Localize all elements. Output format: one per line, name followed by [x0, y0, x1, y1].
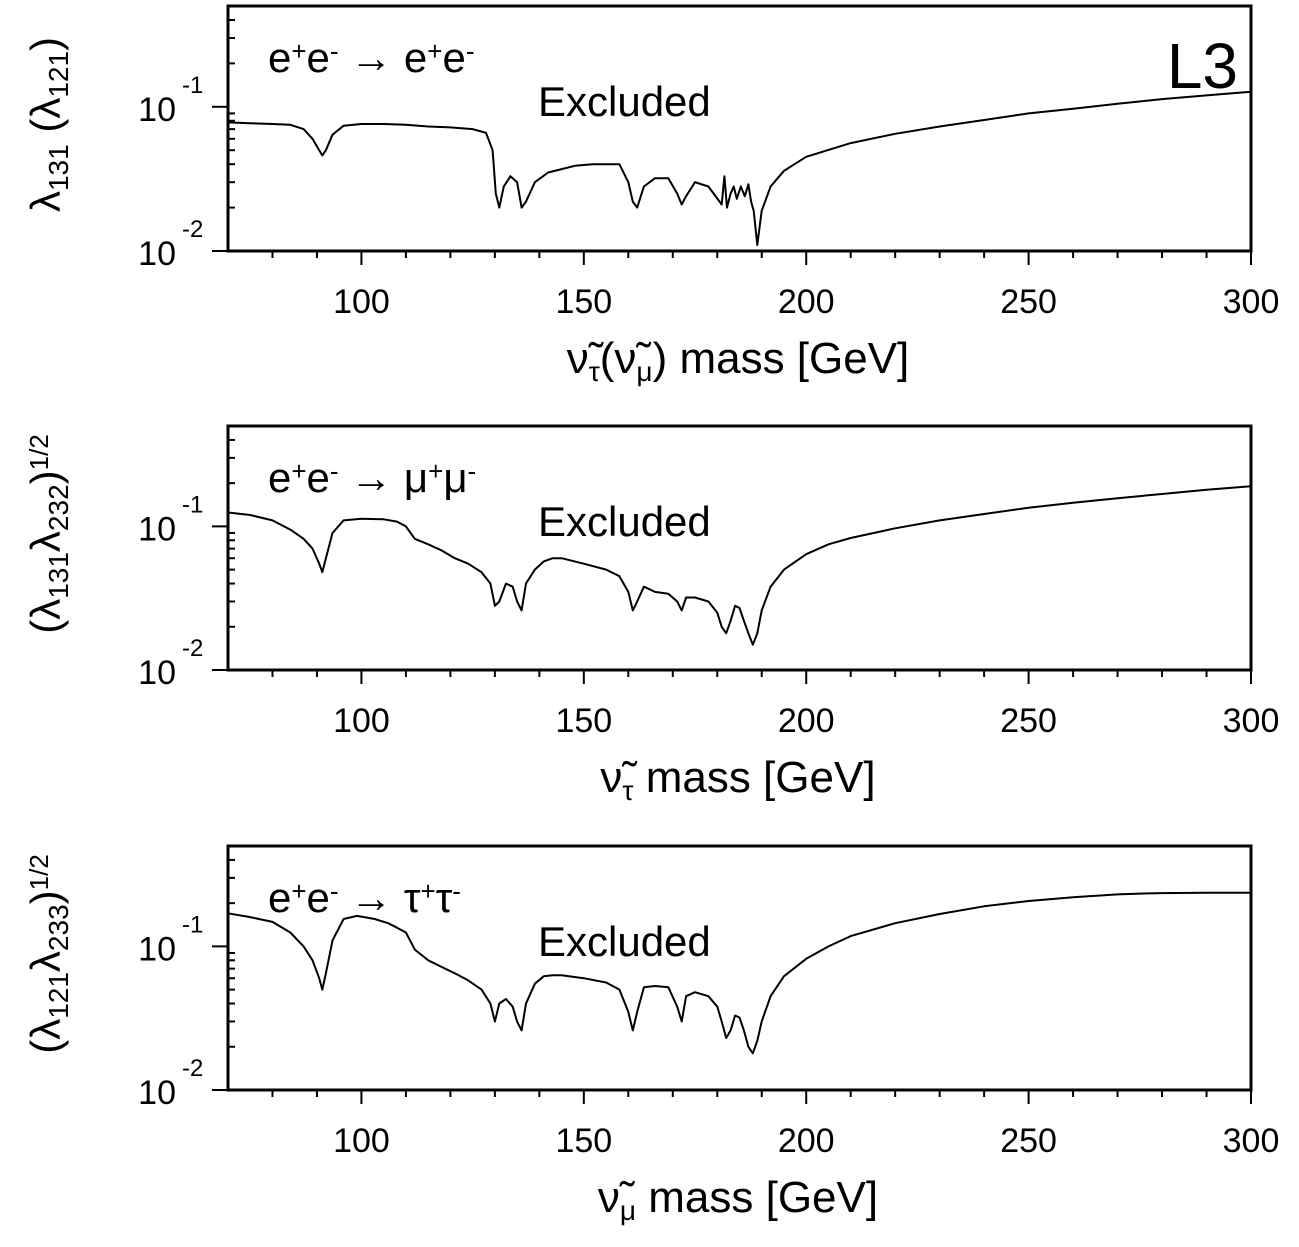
y-axis-label-part-sub: 121 [43, 51, 74, 98]
process-part-sup: + [427, 36, 442, 66]
y-tick-label-exponent: -2 [182, 635, 203, 662]
y-tick-label-exponent: -2 [182, 1055, 203, 1082]
x-axis-label-part-base: mass [GeV] [633, 753, 875, 802]
x-tick-label: 250 [1000, 702, 1057, 740]
process-part-sup: - [330, 456, 339, 486]
y-tick-label-base: 10 [138, 510, 176, 548]
process-part-sup: + [291, 36, 306, 66]
y-axis-label-part-base: (λ [22, 599, 69, 634]
y-axis-label: (λ121λ233)1/2 [22, 854, 74, 1054]
x-axis-label-part-sub: μ [636, 356, 652, 387]
x-axis-label-part-base: mass [GeV] [636, 1173, 878, 1222]
process-label: e+e- → μ+μ- [268, 454, 476, 501]
x-tick-label: 150 [555, 283, 612, 321]
x-tick-label: 100 [333, 283, 390, 321]
x-tick-label: 300 [1223, 1122, 1280, 1160]
y-axis-label-part-sub: 131 [43, 144, 74, 191]
y-axis-label-part-sup: 1/2 [24, 434, 54, 470]
y-axis-label-part-base: ) [22, 37, 69, 51]
y-axis-label: λ131 (λ121) [22, 37, 74, 212]
process-part-base: μ [443, 454, 467, 501]
y-tick-label-base: 10 [138, 930, 176, 968]
process-part-base: e [307, 454, 330, 501]
x-tick-label: 300 [1223, 283, 1280, 321]
y-tick-label-base: 10 [138, 654, 176, 692]
y-axis-label-part-sub: 131 [43, 552, 74, 599]
y-tick-label-exponent: -2 [182, 216, 203, 243]
y-axis-label-part-base: ) [22, 470, 69, 484]
process-part-base: → τ [339, 874, 421, 921]
y-tick-label-exponent: -1 [182, 491, 203, 518]
y-axis-label: (λ131λ232)1/2 [22, 434, 74, 634]
process-part-base: → μ [339, 454, 429, 501]
x-axis-label: ν̃τ mass [GeV] [600, 753, 875, 806]
process-label: e+e- → e+e- [268, 34, 475, 81]
process-part-sup: + [291, 456, 306, 486]
exclusion-limit-curve [227, 90, 1252, 246]
x-tick-label: 200 [778, 1122, 835, 1160]
x-tick-label: 150 [555, 702, 612, 740]
y-tick-label-base: 10 [138, 235, 176, 273]
x-tick-label: 100 [333, 702, 390, 740]
process-part-base: e [307, 34, 330, 81]
y-axis-label-part-base: (λ [22, 98, 69, 145]
y-axis-label-part-base: ) [22, 890, 69, 904]
process-part-base: e [307, 874, 330, 921]
x-axis-label-part-sub: τ [589, 356, 600, 387]
y-tick-label-base: 10 [138, 1074, 176, 1112]
x-tick-label: 150 [555, 1122, 612, 1160]
process-part-base: τ [436, 874, 453, 921]
x-axis-label-part-base: ) mass [GeV] [653, 334, 910, 383]
x-axis-label: ν̃τ(ν̃μ) mass [GeV] [567, 334, 910, 387]
y-axis-label-part-sub: 232 [43, 484, 74, 531]
y-axis-label-part-base: λ [22, 191, 69, 212]
process-part-sup: - [468, 456, 477, 486]
x-tick-label: 200 [778, 283, 835, 321]
x-tick-label: 200 [778, 702, 835, 740]
x-axis-label: ν̃μ mass [GeV] [598, 1173, 878, 1226]
process-part-sup: + [428, 456, 443, 486]
process-part-base: e [268, 454, 291, 501]
exclusion-limit-curve [227, 485, 1252, 646]
y-axis-label-part-base: λ [22, 531, 69, 552]
process-part-sup: - [330, 876, 339, 906]
excluded-region-label: Excluded [538, 78, 711, 125]
exclusion-limit-curve [227, 891, 1251, 1055]
y-tick-label-exponent: -1 [182, 911, 203, 938]
excluded-region-label: Excluded [538, 918, 711, 965]
process-part-base: e [268, 874, 291, 921]
process-label: e+e- → τ+τ- [268, 874, 461, 921]
process-part-sup: - [466, 36, 475, 66]
process-part-base: → e [339, 34, 428, 81]
x-tick-label: 250 [1000, 1122, 1057, 1160]
process-part-sup: + [421, 876, 436, 906]
excluded-region-label: Excluded [538, 498, 711, 545]
x-tick-label: 300 [1223, 702, 1280, 740]
process-part-sup: + [291, 876, 306, 906]
x-axis-label-part-sub: μ [620, 1195, 636, 1226]
process-part-sup: - [452, 876, 461, 906]
y-axis-label-part-sub: 121 [43, 972, 74, 1019]
y-tick-label-base: 10 [138, 91, 176, 129]
x-tick-label: 100 [333, 1122, 390, 1160]
process-part-sup: - [330, 36, 339, 66]
process-part-base: e [442, 34, 465, 81]
y-axis-label-part-sup: 1/2 [24, 854, 54, 890]
process-part-base: e [268, 34, 291, 81]
x-tick-label: 250 [1000, 283, 1057, 321]
y-axis-label-part-base: (λ [22, 1019, 69, 1054]
y-tick-label-exponent: -1 [182, 72, 203, 99]
y-axis-label-part-sub: 233 [43, 904, 74, 951]
x-axis-label-part-sub: τ [622, 775, 633, 806]
y-axis-label-part-base: λ [22, 951, 69, 972]
experiment-label: L3 [1167, 30, 1238, 102]
